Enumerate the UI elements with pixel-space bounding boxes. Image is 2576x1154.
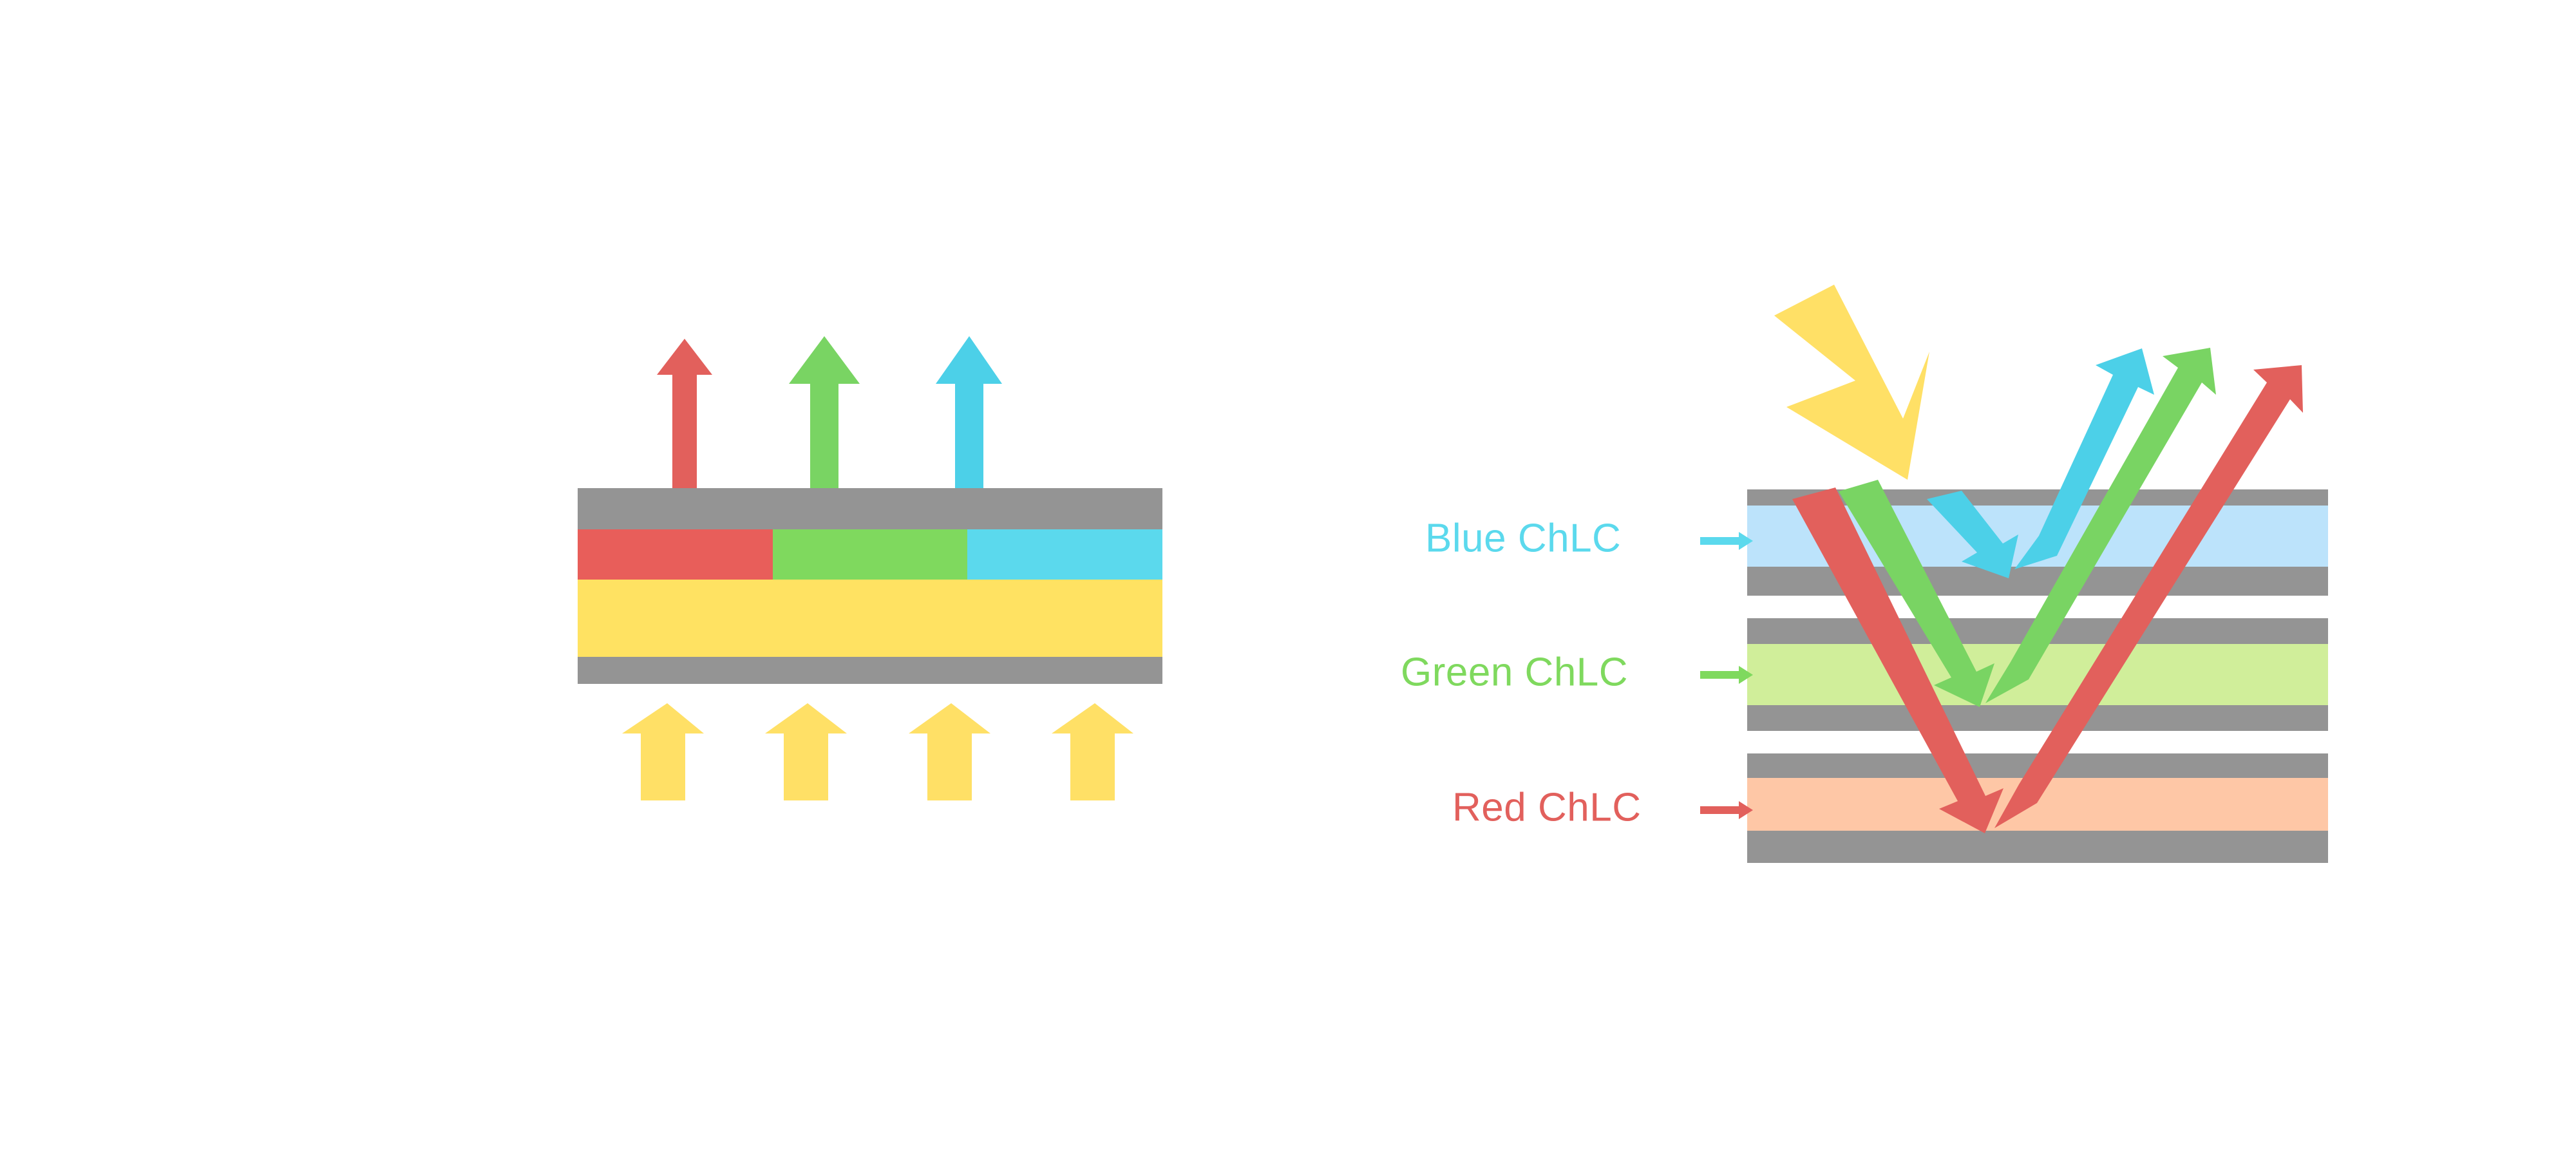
incident-red-ray — [1792, 487, 2003, 833]
reflected-blue-ray — [2014, 348, 2154, 569]
emitted-blue-arrow — [936, 336, 1002, 488]
left-stack-group — [578, 488, 1162, 684]
red-filter-segment — [578, 529, 773, 580]
green-chlc-label: Green ChLC — [1401, 650, 1628, 694]
emitted-green-arrow — [789, 336, 860, 488]
blue-chlc-label-group: Blue ChLC — [1425, 516, 1753, 560]
backlight-arrow-2 — [765, 703, 847, 800]
incident-white-light-arrow — [1774, 285, 1929, 480]
labels-group: Blue ChLC Green ChLC Red ChLC — [1401, 516, 1753, 829]
top-electrode — [578, 488, 1162, 529]
blue-filter-segment — [967, 529, 1162, 580]
backlight-arrows-group — [622, 703, 1133, 800]
emitted-arrows-group — [657, 336, 1002, 488]
blue-chlc-label: Blue ChLC — [1425, 516, 1621, 560]
reflected-green-ray — [1985, 348, 2216, 703]
green-cell-bottom-electrode — [1747, 705, 2328, 731]
light-rays-group — [1774, 285, 2303, 833]
backlight-arrow-4 — [1052, 703, 1133, 800]
incident-blue-ray — [1927, 491, 2018, 578]
green-label-arrow-icon — [1700, 666, 1753, 684]
red-label-arrow-icon — [1700, 801, 1753, 819]
red-chlc-label-group: Red ChLC — [1452, 785, 1753, 829]
backlight-arrow-1 — [622, 703, 704, 800]
red-chlc-label: Red ChLC — [1452, 785, 1641, 829]
reflected-red-ray — [1994, 365, 2303, 828]
incident-green-ray — [1839, 480, 1994, 707]
emitted-red-arrow — [657, 339, 712, 488]
bottom-electrode — [578, 657, 1162, 684]
blue-label-arrow-icon — [1700, 532, 1753, 550]
green-filter-segment — [773, 529, 967, 580]
red-cell-bottom-electrode — [1747, 831, 2328, 863]
backlight-layer — [578, 580, 1162, 657]
backlight-arrow-3 — [909, 703, 990, 800]
green-chlc-label-group: Green ChLC — [1401, 650, 1753, 694]
